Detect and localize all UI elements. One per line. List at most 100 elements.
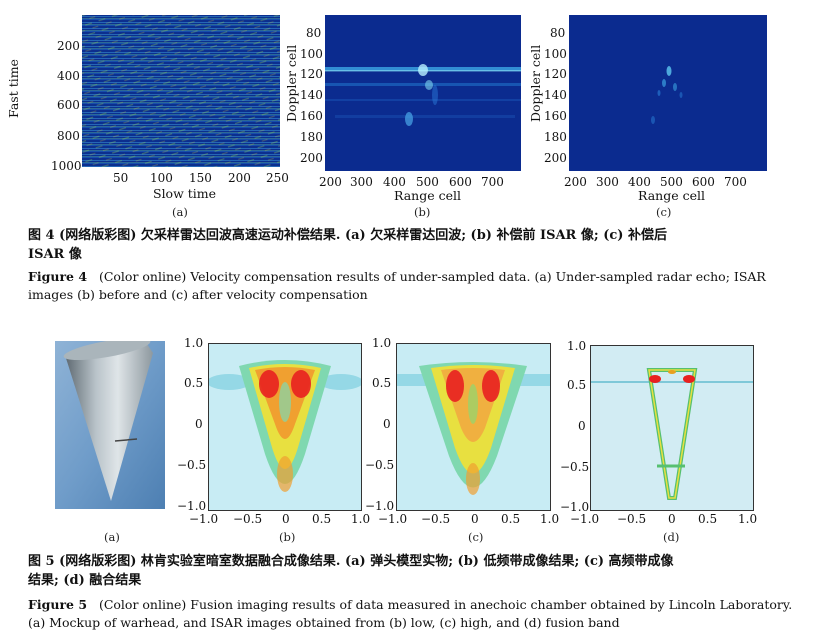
fig4b-xtick: 700 [481, 175, 504, 189]
fig5c-xtick: 0.5 [501, 512, 521, 526]
fig4a-xtick: 250 [266, 171, 289, 185]
fig5d-xtick: 1.0 [738, 512, 758, 526]
fig5c-ytick: −1.0 [365, 499, 395, 513]
fig4-caption-cn: 图 4 (网络版彩图) 欠采样雷达回波高速运动补偿结果. (a) 欠采样雷达回波… [28, 226, 808, 264]
fig5b-ytick: −0.5 [177, 458, 207, 472]
fig5c-xtick: 1.0 [540, 512, 560, 526]
fig4b-ytick: 200 [300, 151, 323, 165]
fig5d-fusion-image [591, 346, 753, 510]
fig4c-ytick: 160 [544, 109, 567, 123]
fig5b-ytick: 0.5 [184, 376, 204, 390]
fig4c-xtick: 600 [692, 175, 715, 189]
fig4b-sublabel: (b) [414, 205, 431, 219]
fig4c-xtick: 300 [596, 175, 619, 189]
fig5c-xtick: 0 [471, 512, 479, 526]
fig4b-isar-image [325, 15, 521, 171]
fig5b-xtick: 0 [282, 512, 290, 526]
fig5b-xtick: 1.0 [351, 512, 371, 526]
fig4b-ytick: 180 [300, 130, 323, 144]
fig5c-plot [396, 343, 551, 511]
fig4c-ytick: 200 [544, 151, 567, 165]
fig5a-sublabel: (a) [104, 530, 120, 544]
fig4c-xtick: 400 [628, 175, 651, 189]
fig4b-plot [325, 15, 521, 171]
fig4b-ytick: 100 [300, 47, 323, 61]
fig5c-xtick: −1.0 [378, 512, 408, 526]
fig4b-ytick: 80 [306, 26, 322, 40]
fig5d-xtick: −0.5 [617, 512, 647, 526]
fig5-caption-cn-line2: 结果; (d) 融合结果 [28, 573, 142, 588]
fig4c-ytick: 140 [544, 88, 567, 102]
fig4b-xtick: 200 [319, 175, 342, 189]
fig5b-low-band-image [209, 344, 361, 510]
fig4-caption-label: Figure 4 [28, 269, 88, 284]
fig5d-ytick: −0.5 [560, 460, 590, 474]
fig5b-ytick: −1.0 [177, 499, 207, 513]
fig5d-ytick: 0 [578, 419, 586, 433]
fig5d-ytick: −1.0 [560, 500, 590, 514]
warhead-mockup-image [55, 341, 165, 509]
fig4-caption-en: Figure 4 (Color online) Velocity compens… [28, 268, 818, 304]
fig5b-sublabel: (b) [279, 530, 296, 544]
fig4c-ytick: 100 [544, 47, 567, 61]
fig4c-ylabel: Doppler cell [528, 44, 543, 122]
fig4b-xtick: 500 [416, 175, 439, 189]
fig5-caption-en: Figure 5 (Color online) Fusion imaging r… [28, 596, 823, 632]
fig4b-ytick: 140 [300, 88, 323, 102]
fig4c-ytick: 80 [550, 26, 566, 40]
fig4a-plot [82, 15, 280, 167]
fig4c-ytick: 180 [544, 130, 567, 144]
fig5c-ytick: −0.5 [365, 458, 395, 472]
fig4b-xtick: 400 [383, 175, 406, 189]
fig4b-xtick: 300 [350, 175, 373, 189]
fig4c-xtick: 200 [564, 175, 587, 189]
fig4a-ytick: 400 [57, 69, 80, 83]
fig5c-high-band-image [397, 344, 550, 510]
fig5a-photo [55, 341, 165, 509]
fig5d-plot [590, 345, 754, 511]
fig5c-ytick: 1.0 [372, 336, 392, 350]
fig5c-sublabel: (c) [468, 530, 484, 544]
fig4a-xtick: 200 [228, 171, 251, 185]
fig5d-xtick: 0 [668, 512, 676, 526]
fig4c-xtick: 500 [660, 175, 683, 189]
fig4a-ylabel: Fast time [6, 59, 21, 118]
fig5-caption-cn: 图 5 (网络版彩图) 林肯实验室暗室数据融合成像结果. (a) 弹头模型实物;… [28, 552, 808, 590]
fig5d-ytick: 1.0 [567, 339, 587, 353]
fig4a-xtick: 100 [150, 171, 173, 185]
fig5-caption-en-line1: (Color online) Fusion imaging results of… [98, 597, 793, 612]
fig4a-xtick: 150 [189, 171, 212, 185]
fig4b-xlabel: Range cell [394, 188, 461, 203]
fig5b-xtick: 0.5 [312, 512, 332, 526]
fig4a-ytick: 1000 [51, 159, 82, 173]
fig4-caption-cn-line1: 图 4 (网络版彩图) 欠采样雷达回波高速运动补偿结果. (a) 欠采样雷达回波… [28, 228, 667, 243]
fig4b-ytick: 160 [300, 109, 323, 123]
fig4-caption-en-line2: images (b) before and (c) after velocity… [28, 287, 368, 302]
fig5d-ytick: 0.5 [567, 378, 587, 392]
fig4c-sublabel: (c) [656, 205, 672, 219]
fig5-caption-label: Figure 5 [28, 597, 88, 612]
fig5d-sublabel: (d) [663, 530, 680, 544]
fig4c-xtick: 700 [724, 175, 747, 189]
fig5b-xtick: −0.5 [233, 512, 263, 526]
fig4a-ytick: 600 [57, 98, 80, 112]
fig5c-ytick: 0 [383, 417, 391, 431]
fig5-caption-en-line2: (a) Mockup of warhead, and ISAR images o… [28, 615, 620, 630]
fig4-caption-cn-line2: ISAR 像 [28, 247, 82, 262]
fig4c-plot [569, 15, 767, 171]
fig4a-xtick: 50 [113, 171, 129, 185]
fig4a-xlabel: Slow time [153, 186, 217, 201]
fig5b-ytick: 0 [195, 417, 203, 431]
fig4b-ylabel: Doppler cell [284, 44, 299, 122]
fig4a-ytick: 800 [57, 129, 80, 143]
fig5c-ytick: 0.5 [372, 376, 392, 390]
fig5d-xtick: −1.0 [570, 512, 600, 526]
fig4c-isar-image [569, 15, 767, 171]
fig4a-sublabel: (a) [172, 205, 188, 219]
fig4c-ytick: 120 [544, 67, 567, 81]
fig4b-xtick: 600 [449, 175, 472, 189]
fig5b-ytick: 1.0 [184, 336, 204, 350]
fig4-caption-en-line1: (Color online) Velocity compensation res… [98, 269, 766, 284]
fig5d-xtick: 0.5 [698, 512, 718, 526]
fig4a-ytick: 200 [57, 39, 80, 53]
